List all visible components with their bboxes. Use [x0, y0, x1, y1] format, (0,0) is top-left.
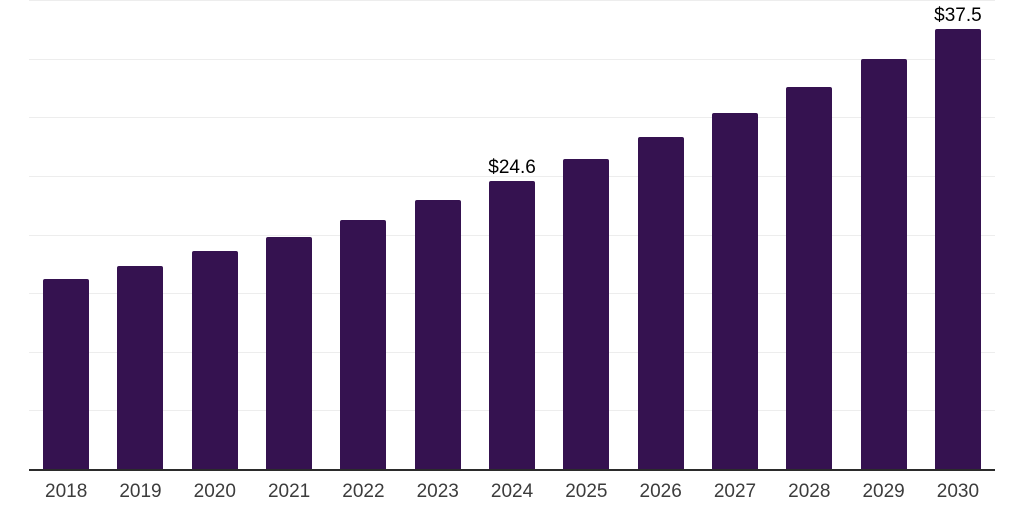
bar-band-2025	[549, 0, 623, 469]
gridline-y-40	[29, 0, 995, 1]
x-tick-2024: 2024	[490, 481, 534, 502]
x-tick-2023: 2023	[416, 481, 459, 502]
bar-band-2021	[252, 0, 326, 469]
bar-2026	[637, 137, 684, 469]
bar-2019	[117, 266, 164, 469]
x-tick-2028: 2028	[788, 481, 831, 502]
x-tick-2019: 2019	[119, 481, 162, 502]
bar-band-2030: $37.5	[921, 0, 995, 469]
bar-band-2027	[698, 0, 772, 469]
bar-2027	[711, 113, 758, 469]
bar-band-2028	[772, 0, 846, 469]
gridline-y-30	[29, 117, 995, 119]
x-tick-2026: 2026	[639, 481, 682, 502]
bar-band-2018	[29, 0, 103, 469]
bar-band-2026	[624, 0, 698, 469]
x-tick-2029: 2029	[862, 481, 905, 502]
bar-band-2024: $24.6	[475, 0, 549, 469]
x-tick-2022: 2022	[342, 481, 385, 502]
bar-2025	[563, 159, 610, 469]
bar-series: $24.6 $37.5	[29, 0, 995, 469]
bar-2022	[340, 220, 387, 469]
bar-band-2023	[401, 0, 475, 469]
x-tick-2027: 2027	[713, 481, 757, 502]
x-axis-tick-labels: 2018 2019 2020 2021 2022 2023 2024 2025 2026 2027…	[29, 482, 995, 502]
bar-2030	[934, 29, 981, 469]
data-label-2030: $37.5	[934, 5, 982, 27]
x-tick-2021: 2021	[267, 481, 311, 502]
bar-2018	[43, 279, 90, 469]
bar-band-2029	[846, 0, 920, 469]
data-label-2024: $24.6	[488, 157, 536, 179]
x-tick-2030: 2030	[936, 481, 980, 502]
bar-2024	[489, 181, 536, 469]
bar-band-2020	[178, 0, 252, 469]
bar-2029	[860, 59, 907, 469]
x-tick-2025: 2025	[565, 481, 608, 502]
bar-2021	[266, 237, 313, 469]
bar-band-2019	[103, 0, 177, 469]
bar-2023	[414, 200, 461, 469]
plot-area: $24.6 $37.5	[29, 0, 995, 471]
bar-2028	[786, 87, 833, 469]
bar-band-2022	[326, 0, 400, 469]
x-tick-2020: 2020	[193, 481, 236, 502]
bar-2020	[191, 251, 238, 469]
gridline-y-35	[29, 58, 995, 60]
x-tick-2018: 2018	[45, 481, 88, 502]
gridline-y-25	[29, 175, 995, 177]
